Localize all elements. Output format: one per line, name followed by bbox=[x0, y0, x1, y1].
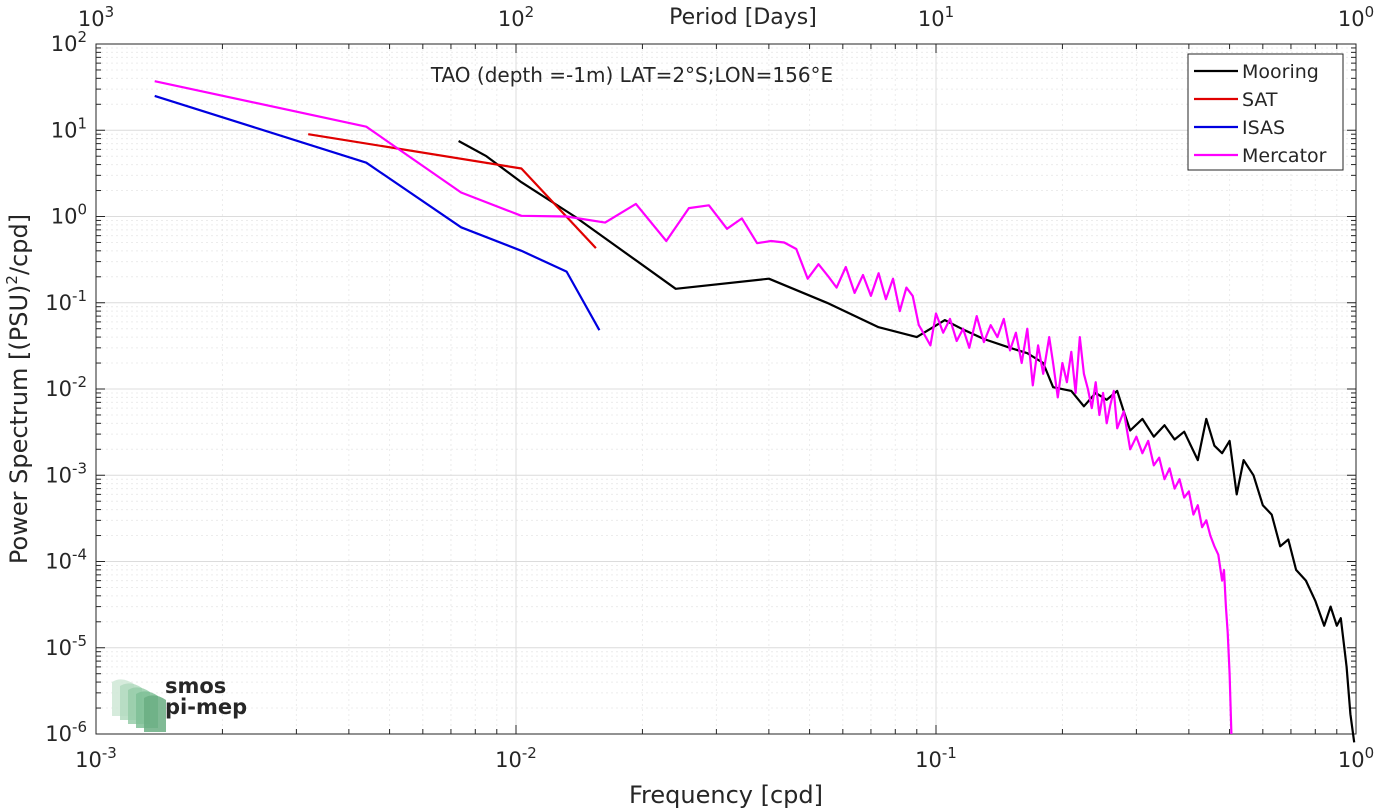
y-tick-label-exponent: 1 bbox=[77, 114, 87, 132]
x-tick-label: 100 bbox=[1338, 744, 1374, 772]
top-tick-labels: 103 102 101 100 bbox=[78, 3, 1374, 31]
top-tick-label-exponent: 2 bbox=[525, 3, 535, 21]
y-tick-label-exponent: -5 bbox=[72, 632, 87, 650]
y-tick-label-base: 10 bbox=[45, 722, 72, 746]
top-tick-label: 103 bbox=[78, 3, 114, 31]
top-tick-label: 102 bbox=[498, 3, 534, 31]
x-tick-label-base: 10 bbox=[495, 748, 522, 772]
top-tick-label-base: 10 bbox=[918, 7, 945, 31]
legend-label-mercator: Mercator bbox=[1242, 145, 1327, 167]
y-tick-label-base: 10 bbox=[45, 636, 72, 660]
y-axis-label-sup: 2 bbox=[3, 275, 21, 285]
x-tick-labels: 10-3 10-2 10-1 100 bbox=[75, 744, 1374, 772]
top-tick-label: 100 bbox=[1338, 3, 1374, 31]
top-tick-label-base: 10 bbox=[498, 7, 525, 31]
legend-box bbox=[1187, 53, 1344, 171]
top-tick-label-base: 10 bbox=[78, 7, 105, 31]
top-tick-label-exponent: 1 bbox=[945, 3, 955, 21]
top-tick-label-base: 10 bbox=[1338, 7, 1365, 31]
y-axis-label: Power Spectrum [(PSU)2/cpd] bbox=[3, 214, 33, 564]
legend-label-mooring: Mooring bbox=[1242, 61, 1319, 83]
x-tick-label-base: 10 bbox=[75, 748, 102, 772]
x-tick-label-exponent: -2 bbox=[522, 744, 537, 762]
smos-pi-mep-logo: smos pi-mep bbox=[112, 674, 247, 732]
y-axis-label-tail: /cpd] bbox=[5, 214, 33, 275]
legend-label-sat: SAT bbox=[1242, 89, 1278, 111]
y-tick-label: 10-1 bbox=[45, 287, 87, 315]
axis-ticks bbox=[95, 43, 1357, 735]
y-tick-label-base: 10 bbox=[51, 32, 78, 56]
y-tick-label: 100 bbox=[51, 201, 87, 229]
top-tick-label-exponent: 3 bbox=[105, 3, 115, 21]
y-tick-label-exponent: 2 bbox=[77, 28, 87, 46]
logo-wave-shape bbox=[144, 695, 166, 732]
series-line-mercator bbox=[154, 80, 1233, 735]
y-tick-label: 10-4 bbox=[45, 546, 87, 574]
y-tick-label-base: 10 bbox=[45, 377, 72, 401]
x-axis-label: Frequency [cpd] bbox=[629, 781, 823, 809]
y-tick-label: 10-2 bbox=[45, 373, 87, 401]
y-tick-label-exponent: -4 bbox=[72, 546, 87, 564]
x-tick-label-base: 10 bbox=[915, 748, 942, 772]
series-line-mooring bbox=[458, 140, 1356, 743]
y-tick-label-exponent: 0 bbox=[77, 201, 87, 219]
y-tick-label-base: 10 bbox=[45, 291, 72, 315]
y-tick-label: 10-3 bbox=[45, 459, 87, 487]
y-tick-label: 10-5 bbox=[45, 632, 87, 660]
y-tick-label-exponent: -1 bbox=[72, 287, 87, 305]
y-axis-label-main: Power Spectrum [(PSU) bbox=[5, 285, 33, 564]
x-tick-label-exponent: -3 bbox=[102, 744, 117, 762]
series-layer bbox=[154, 80, 1356, 743]
x-tick-label: 10-2 bbox=[495, 744, 537, 772]
logo-text-smos: smos bbox=[165, 674, 226, 698]
x-tick-label: 10-3 bbox=[75, 744, 117, 772]
y-tick-label: 10-6 bbox=[45, 718, 87, 746]
top-tick-label-exponent: 0 bbox=[1365, 3, 1375, 21]
y-tick-label: 101 bbox=[51, 114, 87, 142]
legend: Mooring SAT ISAS Mercator bbox=[1187, 53, 1344, 171]
y-tick-label-base: 10 bbox=[45, 463, 72, 487]
x-tick-label-exponent: 0 bbox=[1365, 744, 1375, 762]
logo-mark bbox=[112, 679, 166, 732]
y-tick-label-exponent: -3 bbox=[72, 459, 87, 477]
y-tick-label-exponent: -6 bbox=[72, 718, 87, 736]
y-tick-label-base: 10 bbox=[45, 550, 72, 574]
legend-label-isas: ISAS bbox=[1242, 117, 1285, 139]
series-line-isas bbox=[154, 94, 601, 331]
series-line-sat bbox=[308, 133, 597, 249]
x-tick-label: 10-1 bbox=[915, 744, 957, 772]
logo-text-pi-mep: pi-mep bbox=[165, 695, 247, 719]
y-tick-label: 102 bbox=[51, 28, 87, 56]
chart-title: TAO (depth =-1m) LAT=2°S;LON=156°E bbox=[430, 63, 833, 87]
x-tick-label-exponent: -1 bbox=[942, 744, 957, 762]
top-axis-label: Period [Days] bbox=[669, 5, 817, 30]
y-tick-label-base: 10 bbox=[51, 205, 78, 229]
y-tick-label-base: 10 bbox=[51, 118, 78, 142]
top-tick-label: 101 bbox=[918, 3, 954, 31]
y-tick-label-exponent: -2 bbox=[72, 373, 87, 391]
x-tick-label-base: 10 bbox=[1338, 748, 1365, 772]
